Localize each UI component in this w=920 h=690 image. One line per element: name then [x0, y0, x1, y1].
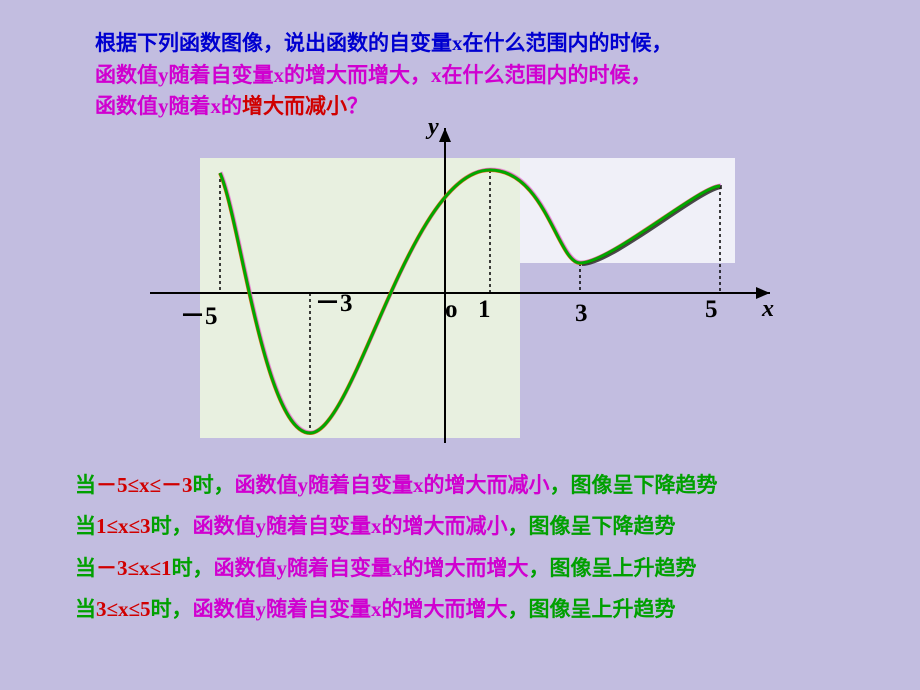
ans-prefix: 当 [75, 473, 96, 497]
bg-left [200, 158, 520, 438]
tick-neg5: －5 [180, 296, 218, 332]
ans-prefix: 当 [75, 597, 96, 621]
function-chart: y x o －5 －3 1 3 5 [150, 118, 790, 448]
chart-svg [150, 118, 790, 448]
tick-pos3: 3 [575, 300, 588, 328]
ans-mid: 时， [172, 556, 214, 580]
ans-suffix: ，图像呈上升趋势 [529, 556, 697, 580]
ans-range: 1≤x≤3 [96, 514, 151, 538]
ans-mid: 时， [151, 514, 193, 538]
x-axis-label: x [762, 296, 774, 323]
bg-right [520, 158, 735, 263]
y-axis-label: y [428, 114, 439, 141]
ans-range: －5≤x≤－3 [96, 473, 193, 497]
answer-line: 当－3≤x≤1时，函数值y随着自变量x的增大而增大，图像呈上升趋势 [75, 555, 875, 582]
question-line1: 根据下列函数图像，说出函数的自变量x在什么范围内的时候， [95, 31, 673, 55]
ans-body: 函数值y随着自变量x的增大而增大 [214, 556, 529, 580]
ans-suffix: ，图像呈下降趋势 [550, 473, 718, 497]
ans-mid: 时， [151, 597, 193, 621]
y-arrow [439, 128, 451, 142]
ans-body: 函数值y随着自变量x的增大而减小 [193, 514, 508, 538]
question-line2b: x在什么范围内的时候， [431, 63, 652, 87]
ans-range: －3≤x≤1 [96, 556, 172, 580]
question-line3-red: 增大而减小 [242, 94, 347, 118]
ans-suffix: ，图像呈下降趋势 [508, 514, 676, 538]
ans-prefix: 当 [75, 514, 96, 538]
answer-line: 当－5≤x≤－3时，函数值y随着自变量x的增大而减小，图像呈下降趋势 [75, 472, 875, 499]
ans-prefix: 当 [75, 556, 96, 580]
question-line2a: 函数值y随着自变量x的增大而增大， [95, 63, 431, 87]
question-mark: ？ [347, 94, 368, 118]
question-line3a: 函数值y随着x的 [95, 94, 242, 118]
ans-range: 3≤x≤5 [96, 597, 151, 621]
answer-block: 当－5≤x≤－3时，函数值y随着自变量x的增大而减小，图像呈下降趋势 当1≤x≤… [75, 472, 875, 637]
ans-body: 函数值y随着自变量x的增大而增大 [193, 597, 508, 621]
tick-pos1: 1 [478, 296, 491, 324]
ans-mid: 时， [193, 473, 235, 497]
tick-pos5: 5 [705, 296, 718, 324]
ans-body: 函数值y随着自变量x的增大而减小 [235, 473, 550, 497]
answer-line: 当3≤x≤5时，函数值y随着自变量x的增大而增大，图像呈上升趋势 [75, 596, 875, 623]
question-text: 根据下列函数图像，说出函数的自变量x在什么范围内的时候， 函数值y随着自变量x的… [95, 28, 865, 123]
origin-label: o [445, 296, 458, 324]
tick-neg3: －3 [315, 283, 353, 319]
ans-suffix: ，图像呈上升趋势 [508, 597, 676, 621]
answer-line: 当1≤x≤3时，函数值y随着自变量x的增大而减小，图像呈下降趋势 [75, 513, 875, 540]
